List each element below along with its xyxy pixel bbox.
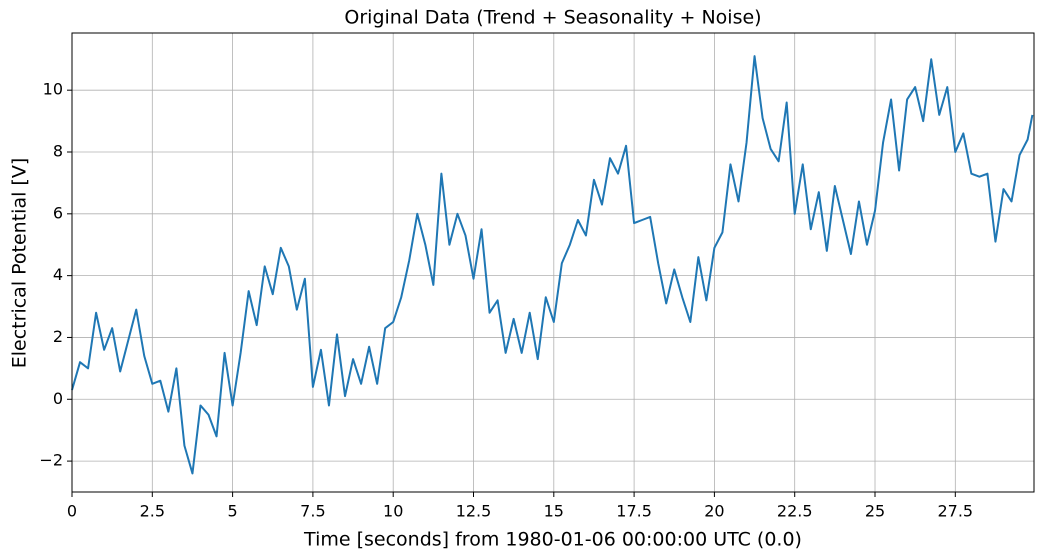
data-line (71, 55, 1034, 475)
y-tick-label: 8 (53, 142, 63, 161)
y-tick-label: −2 (39, 451, 63, 470)
y-tick-label: 4 (53, 265, 63, 284)
y-axis-label: Electrical Potential [V] (9, 158, 31, 368)
x-tick-label: 10 (383, 502, 403, 521)
plot (71, 55, 1034, 475)
x-tick-label: 17.5 (616, 502, 652, 521)
x-tick-label: 7.5 (300, 502, 325, 521)
x-tick-label: 0 (67, 502, 77, 521)
y-tick-label: 10 (43, 80, 63, 99)
y-tick-label: 2 (53, 327, 63, 346)
x-tick-label: 27.5 (937, 502, 973, 521)
y-tick-label: 0 (53, 389, 63, 408)
x-tick-label: 22.5 (777, 502, 813, 521)
chart-title: Original Data (Trend + Seasonality + Noi… (344, 7, 761, 29)
x-tick-label: 2.5 (140, 502, 165, 521)
x-tick-label: 15 (544, 502, 564, 521)
grid (71, 33, 1034, 492)
y-tick-label: 6 (53, 203, 63, 222)
x-tick-label: 20 (704, 502, 724, 521)
x-tick-label: 12.5 (456, 502, 492, 521)
x-tick-label: 5 (228, 502, 238, 521)
plot-frame (71, 32, 1035, 493)
x-axis-label: Time [seconds] from 1980-01-06 00:00:00 … (303, 529, 802, 551)
x-tick-label: 25 (865, 502, 885, 521)
